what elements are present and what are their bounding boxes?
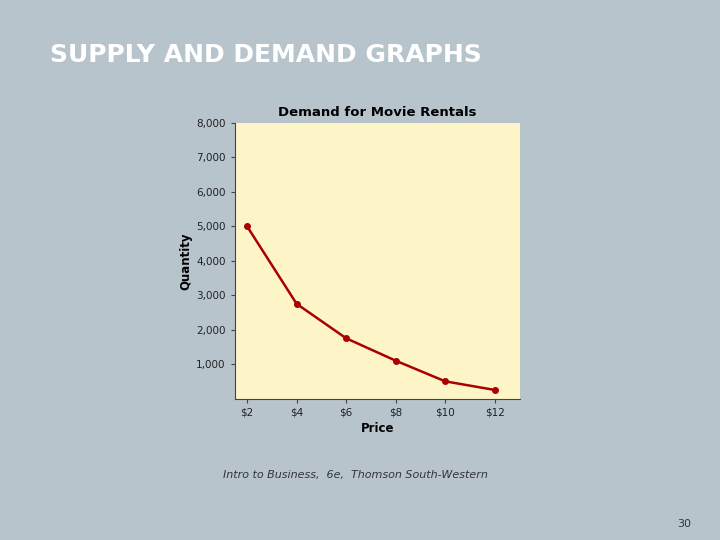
Text: Intro to Business,  6e,  Thomson South-Western: Intro to Business, 6e, Thomson South-Wes… <box>223 470 488 480</box>
Title: Demand for Movie Rentals: Demand for Movie Rentals <box>278 106 477 119</box>
X-axis label: Price: Price <box>361 422 394 435</box>
Text: SUPPLY AND DEMAND GRAPHS: SUPPLY AND DEMAND GRAPHS <box>50 43 482 67</box>
Y-axis label: Quantity: Quantity <box>179 232 192 289</box>
Text: 30: 30 <box>678 519 691 529</box>
